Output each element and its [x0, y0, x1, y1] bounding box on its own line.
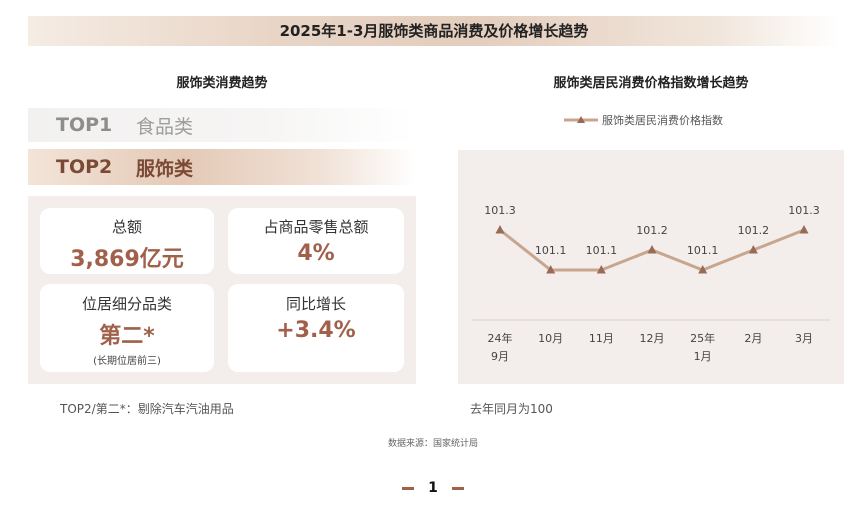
legend-marker-icon [577, 116, 585, 123]
x-tick-label: 11月 [589, 332, 614, 345]
legend-label: 服饰类居民消费价格指数 [602, 113, 723, 127]
rank-top1-category: 食品类 [136, 115, 194, 138]
data-label: 101.1 [586, 244, 618, 257]
left-section-title: 服饰类消费趋势 [176, 76, 268, 91]
rank-top1-row: TOP1 食品类 [28, 108, 416, 142]
title-banner: 2025年1-3月服饰类商品消费及价格增长趋势 [28, 16, 840, 46]
share-card: 占商品零售总额 4% [228, 208, 404, 274]
line-chart: 101.3 24年 9月 101.1 10月 101.1 11月 101.2 12月 101.1 2… [472, 204, 830, 363]
right-section-title: 服饰类居民消费价格指数增长趋势 [553, 76, 749, 91]
growth-card: 同比增长 +3.4% [228, 284, 404, 372]
dash-right [451, 486, 464, 490]
right-footnote: 去年同月为100 [470, 402, 553, 416]
chart-legend: 服饰类居民消费价格指数 [564, 113, 723, 127]
rank-top1-label: TOP1 [56, 114, 113, 136]
x-tick-label: 1月 [694, 350, 712, 363]
stats-panel: 总额 3,869亿元 占商品零售总额 4% 位居细分品类 第二* (长期位居前三… [28, 196, 416, 384]
x-tick-label: 9月 [491, 350, 509, 363]
x-tick-label: 2月 [744, 332, 762, 345]
x-tick-label: 12月 [640, 332, 665, 345]
rank-top2-row: TOP2 服饰类 [28, 149, 416, 185]
position-card: 位居细分品类 第二* (长期位居前三) [40, 284, 214, 372]
data-point-marker [596, 265, 606, 274]
data-point-marker [546, 265, 556, 274]
data-point-marker [495, 225, 505, 234]
page-number-value: 1 [428, 480, 438, 496]
data-source: 数据来源：国家统计局 [387, 439, 478, 449]
chart-panel: 101.3 24年 9月 101.1 10月 101.1 11月 101.2 12月 101.1 2… [458, 150, 844, 384]
share-label: 占商品零售总额 [263, 218, 369, 236]
data-point-marker [799, 225, 809, 234]
data-label: 101.3 [788, 204, 820, 217]
data-point-marker [698, 265, 708, 274]
data-label: 101.2 [636, 224, 668, 237]
left-footnote: TOP2/第二*：剔除汽车汽油用品 [60, 402, 234, 416]
total-label: 总额 [111, 218, 142, 236]
rank-top2-category: 服饰类 [136, 157, 194, 180]
position-note: (长期位居前三) [93, 356, 161, 367]
x-tick-label: 10月 [538, 332, 563, 345]
position-value: 第二* [99, 324, 155, 349]
position-label: 位居细分品类 [81, 295, 172, 313]
total-card: 总额 3,869亿元 [40, 208, 214, 274]
x-tick-label: 24年 [488, 331, 513, 345]
page-title: 2025年1-3月服饰类商品消费及价格增长趋势 [279, 22, 589, 40]
rank-top2-label: TOP2 [56, 156, 113, 178]
data-point-marker [647, 245, 657, 254]
data-label: 101.1 [535, 244, 567, 257]
page-number: 1 [0, 480, 866, 496]
total-value: 3,869亿元 [70, 247, 184, 272]
dash-left [402, 486, 415, 490]
x-tick-label: 3月 [795, 332, 813, 345]
share-value: 4% [297, 241, 335, 266]
x-tick-label: 25年 [690, 331, 715, 345]
data-label: 101.1 [687, 244, 719, 257]
growth-value: +3.4% [276, 318, 356, 343]
data-point-marker [748, 245, 758, 254]
growth-label: 同比增长 [285, 295, 346, 313]
data-label: 101.3 [484, 204, 516, 217]
data-label: 101.2 [738, 224, 770, 237]
